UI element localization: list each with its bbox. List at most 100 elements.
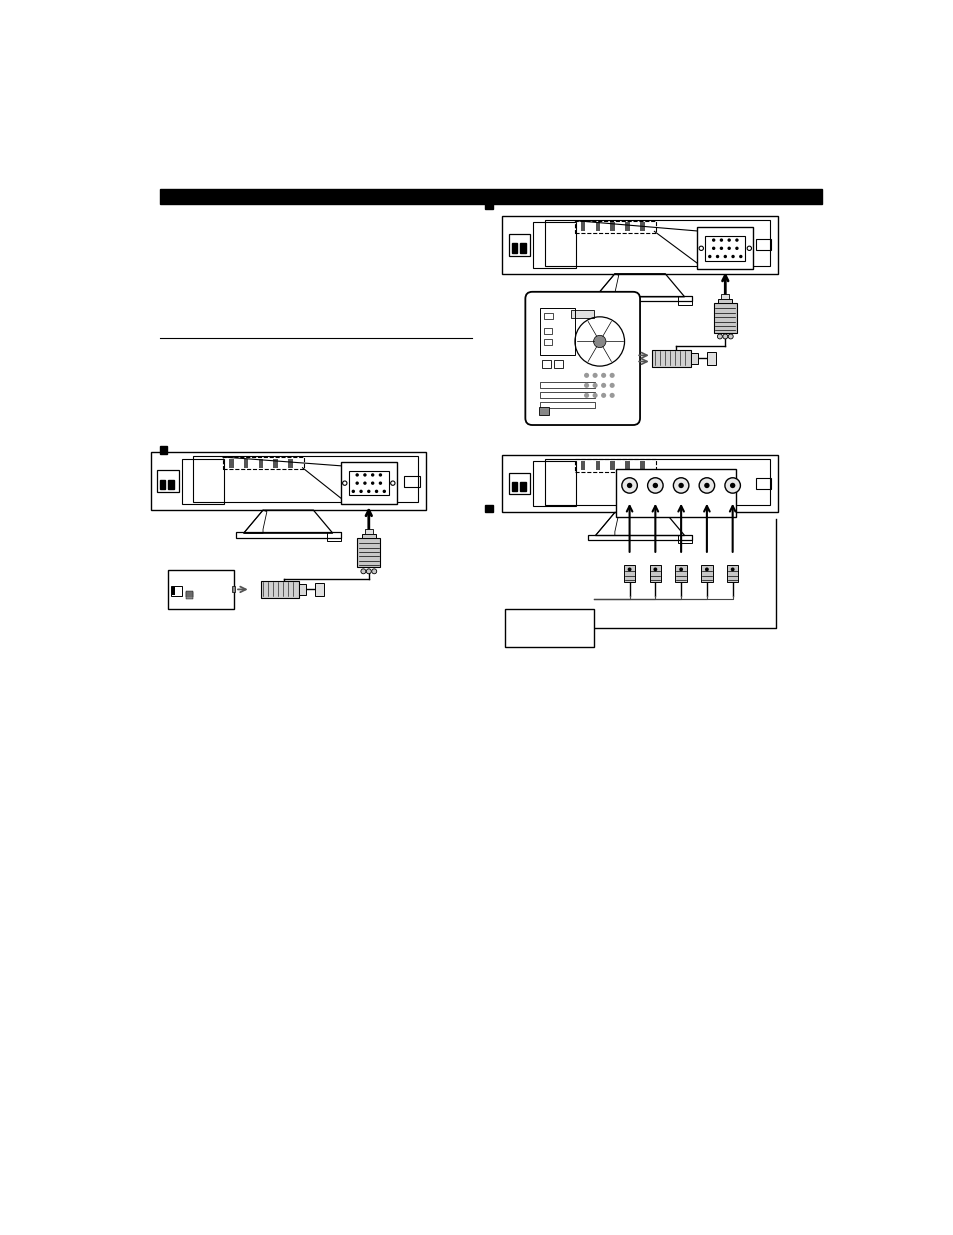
Bar xyxy=(649,564,660,582)
Circle shape xyxy=(592,393,597,398)
Bar xyxy=(639,222,644,231)
Bar xyxy=(639,461,644,471)
Circle shape xyxy=(352,490,354,493)
Bar xyxy=(273,458,277,468)
Bar xyxy=(508,473,530,494)
Circle shape xyxy=(355,474,357,475)
Bar xyxy=(314,583,324,595)
Circle shape xyxy=(720,240,721,241)
Bar xyxy=(706,352,716,364)
Bar xyxy=(623,564,635,582)
Bar xyxy=(704,236,744,261)
Bar xyxy=(168,571,233,609)
Bar xyxy=(678,535,692,543)
Circle shape xyxy=(592,373,597,378)
Bar xyxy=(713,304,736,332)
Bar xyxy=(508,235,530,256)
Bar xyxy=(502,454,777,513)
Bar xyxy=(587,296,692,301)
Circle shape xyxy=(729,483,735,488)
Circle shape xyxy=(360,569,365,574)
Bar xyxy=(235,532,340,537)
Bar xyxy=(502,216,777,274)
Bar xyxy=(159,189,821,205)
Circle shape xyxy=(727,333,733,338)
Circle shape xyxy=(653,567,657,572)
Bar xyxy=(484,505,493,513)
Circle shape xyxy=(724,478,740,493)
Bar xyxy=(539,309,575,354)
Bar xyxy=(610,222,615,231)
Bar xyxy=(615,469,735,517)
Circle shape xyxy=(647,478,662,493)
Bar xyxy=(160,479,165,489)
Bar xyxy=(595,461,599,471)
Bar xyxy=(484,201,493,209)
Bar xyxy=(365,529,373,534)
Bar xyxy=(258,458,263,468)
Bar xyxy=(511,243,517,252)
Bar xyxy=(348,471,389,495)
Bar xyxy=(356,538,380,567)
Circle shape xyxy=(730,567,734,572)
Bar xyxy=(587,535,692,540)
Bar xyxy=(700,564,712,582)
Circle shape xyxy=(723,256,725,258)
Bar xyxy=(288,458,293,468)
Bar xyxy=(340,462,396,504)
Bar xyxy=(580,461,585,471)
Circle shape xyxy=(600,383,605,388)
Circle shape xyxy=(372,474,374,475)
Bar xyxy=(541,359,550,368)
Bar xyxy=(610,461,615,471)
Bar xyxy=(159,446,167,454)
Bar xyxy=(151,452,425,510)
Bar xyxy=(718,299,732,304)
Circle shape xyxy=(363,474,366,475)
Circle shape xyxy=(673,478,688,493)
Bar xyxy=(181,458,224,504)
Bar xyxy=(519,482,525,492)
Bar xyxy=(624,461,629,471)
Circle shape xyxy=(708,256,710,258)
Bar xyxy=(229,458,233,468)
Circle shape xyxy=(727,240,729,241)
Circle shape xyxy=(379,482,381,484)
Circle shape xyxy=(712,247,714,249)
Bar xyxy=(156,471,178,492)
Circle shape xyxy=(727,247,729,249)
Bar xyxy=(580,222,585,231)
Bar xyxy=(697,227,753,269)
Bar xyxy=(537,408,549,415)
Circle shape xyxy=(717,333,721,338)
Bar xyxy=(519,243,525,252)
Bar xyxy=(571,310,594,317)
Circle shape xyxy=(375,490,377,493)
Bar xyxy=(539,382,595,388)
Bar xyxy=(172,587,175,595)
Circle shape xyxy=(735,240,738,241)
Circle shape xyxy=(583,373,589,378)
Circle shape xyxy=(592,383,597,388)
Bar xyxy=(185,595,193,599)
Bar xyxy=(511,482,517,492)
Bar xyxy=(533,222,576,268)
Circle shape xyxy=(372,569,376,574)
Bar xyxy=(539,391,595,398)
Bar xyxy=(232,587,234,593)
Bar xyxy=(404,475,419,487)
Circle shape xyxy=(679,567,682,572)
Bar xyxy=(171,585,181,597)
Circle shape xyxy=(652,483,658,488)
Circle shape xyxy=(355,482,357,484)
Circle shape xyxy=(600,373,605,378)
Circle shape xyxy=(627,567,631,572)
Circle shape xyxy=(600,393,605,398)
Bar xyxy=(543,312,553,319)
Circle shape xyxy=(363,482,366,484)
Circle shape xyxy=(712,240,714,241)
Bar xyxy=(574,221,656,233)
Circle shape xyxy=(678,483,683,488)
Bar xyxy=(574,459,656,472)
Bar xyxy=(543,340,551,346)
